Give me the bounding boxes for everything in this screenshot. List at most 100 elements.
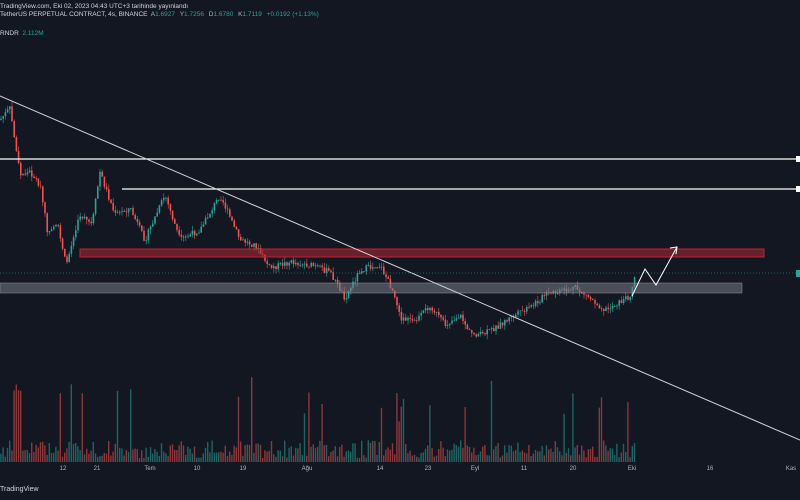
x-tick: 20 (569, 466, 577, 472)
volume-bar (246, 444, 248, 462)
volume-bar (567, 448, 570, 462)
descending-trendline[interactable] (0, 95, 800, 441)
candle (299, 260, 301, 268)
candle (398, 302, 400, 317)
x-tick: Eki (627, 466, 637, 472)
volume-bar (92, 441, 94, 462)
volume-bar (97, 456, 99, 462)
volume-bar (286, 457, 288, 462)
candle (185, 234, 187, 241)
candle (9, 106, 11, 114)
volume-bar (11, 450, 13, 462)
volume-bar (625, 451, 627, 462)
candle (277, 260, 279, 273)
volume-bar (299, 443, 301, 462)
volume-bar (292, 455, 295, 462)
candle (101, 169, 103, 177)
candle (119, 210, 121, 216)
volume-bar (422, 452, 424, 462)
candle (251, 244, 253, 248)
candle (59, 223, 62, 243)
candle (622, 295, 625, 306)
tradingview-logo[interactable]: TradingView (0, 486, 39, 493)
volume-bar (174, 449, 176, 462)
volume-bar (387, 447, 389, 462)
volume-bar (378, 442, 380, 462)
volume-bar (50, 452, 53, 462)
volume-bar (411, 455, 413, 462)
volume-bar (583, 450, 585, 462)
volume-bar (596, 456, 598, 462)
candle (48, 230, 51, 235)
candle (429, 306, 431, 314)
candle (598, 303, 601, 309)
symbol-title[interactable]: TetherUS PERPETUAL CONTRACT, 4s, BINANCE (0, 11, 148, 18)
volume-bar (424, 448, 427, 462)
volume-bar (347, 450, 350, 462)
volume-bar (389, 449, 391, 462)
volume-bar (141, 450, 143, 462)
volume-bar (138, 457, 141, 462)
volume-bar (405, 444, 407, 462)
candle (229, 207, 231, 218)
candle (125, 207, 128, 217)
candle (446, 320, 449, 330)
candle (473, 332, 475, 336)
candle (301, 263, 304, 268)
volume-bar (343, 456, 345, 462)
volume-bar (149, 447, 152, 462)
volume-bar (394, 454, 396, 462)
open-key: A (150, 11, 156, 18)
candle (405, 313, 407, 322)
candle (68, 251, 70, 263)
candle (171, 210, 174, 222)
volume-value: 2.112M (22, 30, 44, 37)
volume-bar (440, 441, 442, 462)
candle (526, 305, 528, 315)
projected-path-arrow[interactable] (631, 246, 678, 297)
volume-bar (506, 452, 508, 462)
volume-bar (37, 447, 39, 462)
volume-bar (112, 451, 114, 462)
volume-bar (471, 452, 473, 462)
candle (81, 216, 84, 221)
candle (303, 261, 306, 270)
candle (332, 267, 334, 281)
published-info: TradingView.com, Eki 02, 2023 04:43 UTC+… (0, 3, 188, 10)
volume-bar (501, 455, 504, 462)
volume-bar (556, 447, 559, 462)
publisher-line: TradingView.com, Eki 02, 2023 04:43 UTC+… (0, 3, 189, 10)
volume-bar (270, 440, 273, 462)
volume-bar (81, 393, 83, 462)
candle (240, 233, 242, 242)
candle (585, 294, 587, 300)
volume-bar (444, 456, 446, 462)
volume-bar (468, 447, 471, 462)
volume-bar (581, 445, 583, 462)
volume-bar (341, 444, 343, 462)
candle (517, 309, 519, 319)
volume-bar (193, 446, 196, 462)
volume-bar (563, 413, 565, 462)
candle (618, 299, 620, 310)
support-zone[interactable] (0, 282, 743, 294)
volume-bar (277, 450, 279, 462)
volume-bar (284, 440, 286, 462)
volume-bar (396, 393, 398, 462)
candle (75, 225, 77, 241)
volume-symbol[interactable]: RNDR (0, 30, 19, 37)
volume-bar (306, 455, 308, 462)
volume-bar (22, 450, 24, 462)
volume-bar (330, 452, 332, 462)
candle (308, 266, 310, 269)
resistance-zone[interactable] (79, 248, 765, 258)
candle (330, 268, 332, 274)
candle (204, 215, 207, 225)
logo-text: TradingView (0, 486, 39, 493)
candle (224, 198, 227, 213)
volume-bar (504, 445, 506, 462)
volume-bar (376, 454, 378, 462)
volume-bar (477, 454, 479, 462)
volume-bar (385, 449, 387, 462)
